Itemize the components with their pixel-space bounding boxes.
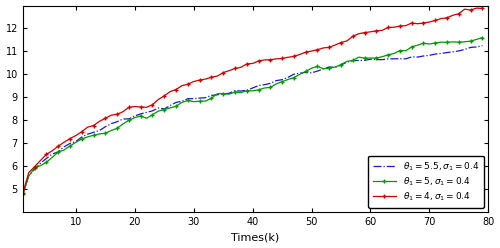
$\theta_1 = 5.5, \sigma_1 = 0.4$ <box>144 111 150 114</box>
$\theta_1 = 5.5, \sigma_1 = 0.4$ <box>285 76 291 79</box>
$\theta_1 = 4, \sigma_1 = 0.4$ <box>285 56 291 59</box>
X-axis label: Times(k): Times(k) <box>232 232 280 243</box>
$\theta_1 = 5.5, \sigma_1 = 0.4$ <box>480 44 486 47</box>
$\theta_1 = 5.5, \sigma_1 = 0.4$ <box>132 114 138 117</box>
Line: $\theta_1 = 5, \sigma_1 = 0.4$: $\theta_1 = 5, \sigma_1 = 0.4$ <box>20 35 485 197</box>
Line: $\theta_1 = 5.5, \sigma_1 = 0.4$: $\theta_1 = 5.5, \sigma_1 = 0.4$ <box>23 46 482 195</box>
$\theta_1 = 5, \sigma_1 = 0.4$ <box>356 56 362 59</box>
$\theta_1 = 5.5, \sigma_1 = 0.4$ <box>356 59 362 62</box>
$\theta_1 = 4, \sigma_1 = 0.4$ <box>20 192 26 195</box>
$\theta_1 = 4, \sigma_1 = 0.4$ <box>202 78 208 81</box>
$\theta_1 = 5, \sigma_1 = 0.4$ <box>480 36 486 39</box>
Legend: $\theta_1 = 5.5, \sigma_1 = 0.4$, $\theta_1 = 5, \sigma_1 = 0.4$, $\theta_1 = 4,: $\theta_1 = 5.5, \sigma_1 = 0.4$, $\thet… <box>368 155 484 208</box>
$\theta_1 = 5, \sigma_1 = 0.4$ <box>202 100 208 103</box>
$\theta_1 = 5, \sigma_1 = 0.4$ <box>132 116 138 119</box>
$\theta_1 = 4, \sigma_1 = 0.4$ <box>144 106 150 109</box>
$\theta_1 = 5, \sigma_1 = 0.4$ <box>20 193 26 196</box>
$\theta_1 = 4, \sigma_1 = 0.4$ <box>480 7 486 10</box>
$\theta_1 = 5, \sigma_1 = 0.4$ <box>144 117 150 120</box>
$\theta_1 = 4, \sigma_1 = 0.4$ <box>208 76 214 79</box>
$\theta_1 = 5, \sigma_1 = 0.4$ <box>285 78 291 81</box>
$\theta_1 = 5.5, \sigma_1 = 0.4$ <box>20 193 26 196</box>
Line: $\theta_1 = 4, \sigma_1 = 0.4$: $\theta_1 = 4, \sigma_1 = 0.4$ <box>20 6 485 196</box>
$\theta_1 = 4, \sigma_1 = 0.4$ <box>356 32 362 35</box>
$\theta_1 = 5, \sigma_1 = 0.4$ <box>208 97 214 100</box>
$\theta_1 = 5.5, \sigma_1 = 0.4$ <box>202 96 208 99</box>
$\theta_1 = 4, \sigma_1 = 0.4$ <box>474 7 480 10</box>
$\theta_1 = 4, \sigma_1 = 0.4$ <box>132 105 138 108</box>
$\theta_1 = 5.5, \sigma_1 = 0.4$ <box>208 94 214 97</box>
